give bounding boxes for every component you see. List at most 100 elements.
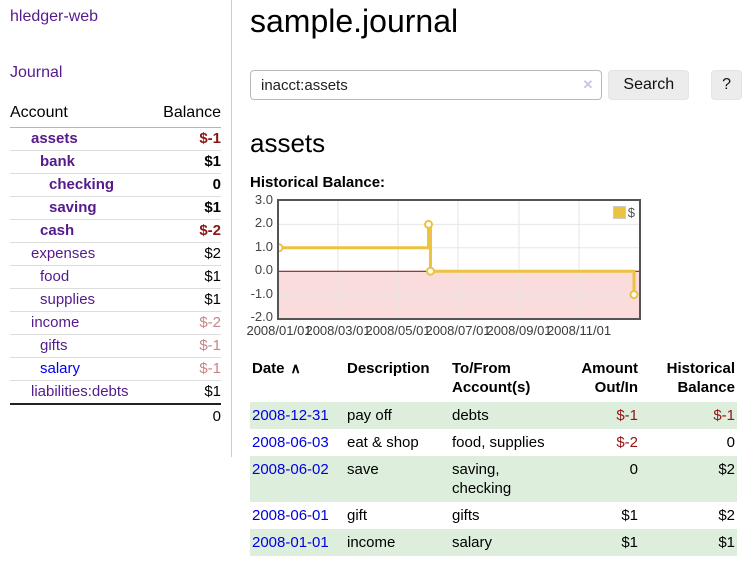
y-axis-tick-label: -2.0: [250, 309, 273, 324]
account-title: assets: [250, 128, 326, 158]
transaction-date-cell: 2008-01-01: [250, 529, 345, 556]
historical-balance-chart: $ 3.0 2.0 1.0 0.0 -1.0 -2.0 2008/01/01 2008/03/…: [246, 193, 742, 341]
account-link[interactable]: saving: [49, 199, 97, 216]
y-axis-tick-label: -1.0: [250, 285, 273, 301]
account-link[interactable]: income: [31, 314, 80, 331]
transaction-date-cell: 2008-06-03: [250, 429, 345, 456]
x-axis-tick-label: 2008/07/01: [425, 323, 491, 338]
transaction-date-link[interactable]: 2008-06-02: [252, 461, 329, 478]
account-link[interactable]: salary: [40, 360, 81, 377]
accounts-total-value: 0: [212, 408, 221, 425]
account-balance: $-1: [199, 337, 221, 354]
account-row: saving $1: [10, 197, 221, 220]
chart-plot: $: [277, 199, 641, 320]
account-balance: $-2: [199, 314, 221, 331]
account-balance: 0: [212, 176, 221, 193]
account-balance: $-2: [199, 222, 221, 239]
register-row: 2008-06-02 save saving, checking 0 $2: [250, 456, 737, 502]
search-input-wrapper: ✕: [250, 70, 603, 100]
account-row: bank $1: [10, 151, 221, 174]
y-axis-tick-label: 0.0: [254, 262, 273, 278]
chart-title: Historical Balance:: [250, 174, 386, 191]
transaction-date-link[interactable]: 2008-06-01: [252, 507, 329, 524]
transaction-date-cell: 2008-06-02: [250, 456, 345, 502]
account-row: liabilities:debts $1: [10, 381, 221, 403]
transaction-date-cell: 2008-12-31: [250, 402, 345, 429]
transaction-date-link[interactable]: 2008-06-03: [252, 434, 329, 451]
register-row: 2008-01-01 income salary $1 $1: [250, 529, 737, 556]
accounts-column-header: To/From Account(s): [452, 360, 531, 396]
account-link[interactable]: expenses: [31, 245, 96, 262]
legend-label: $: [627, 205, 635, 220]
account-link[interactable]: gifts: [40, 337, 68, 354]
sidebar: hledger-web Journal Account Balance asse…: [0, 0, 232, 457]
legend-swatch: [612, 206, 626, 219]
clear-search-icon[interactable]: ✕: [582, 77, 594, 92]
account-link[interactable]: bank: [40, 153, 76, 170]
balance-column-header: Balance: [163, 104, 221, 121]
account-balance: $2: [204, 245, 221, 262]
accounts-column-header: Account: [10, 104, 68, 121]
account-link[interactable]: cash: [40, 222, 75, 239]
account-link[interactable]: liabilities:debts: [31, 383, 129, 400]
y-axis-tick-label: 1.0: [254, 238, 273, 254]
sidebar-item-journal[interactable]: Journal: [10, 64, 63, 81]
account-balance: $1: [204, 199, 221, 216]
transaction-date-link[interactable]: 2008-01-01: [252, 534, 329, 551]
x-axis-tick-label: 2008/05/01: [365, 323, 431, 338]
register-table: Date ∧ Description To/From Account(s) Amo…: [250, 357, 737, 556]
description-column-header: Description: [347, 360, 430, 377]
account-row: salary $-1: [10, 358, 221, 381]
sort-ascending-icon: ∧: [290, 360, 301, 376]
main-content: sample.journal ✕ Search ? assets Histori…: [246, 0, 742, 556]
account-link[interactable]: assets: [31, 130, 78, 147]
transaction-amount-cell: 0: [565, 456, 640, 502]
accounts-table: Account Balance assets $-1 bank $1 checking 0…: [10, 102, 221, 428]
x-axis-tick-label: 2008/11/01: [546, 323, 612, 338]
transaction-balance-cell: 0: [726, 434, 735, 451]
account-balance: $1: [204, 268, 221, 285]
account-balance: $-1: [199, 130, 221, 147]
x-axis-tick-label: 2008/03/01: [305, 323, 371, 338]
transaction-amount-cell: $-1: [565, 402, 640, 429]
account-row: checking 0: [10, 174, 221, 197]
register-row: 2008-06-01 gift gifts $1 $2: [250, 502, 737, 529]
page-title: sample.journal: [250, 3, 459, 39]
register-header-row: Date ∧ Description To/From Account(s) Amo…: [250, 357, 737, 402]
accounts-table-header: Account Balance: [10, 102, 221, 128]
search-input[interactable]: [250, 70, 603, 100]
account-row: expenses $2: [10, 243, 221, 266]
transaction-date-cell: 2008-06-01: [250, 502, 345, 529]
transaction-accounts-cell: debts: [450, 402, 565, 429]
transaction-accounts-cell: salary: [450, 529, 565, 556]
account-row: assets $-1: [10, 128, 221, 151]
account-row: food $1: [10, 266, 221, 289]
account-link[interactable]: food: [40, 268, 70, 285]
help-button[interactable]: ?: [711, 70, 742, 100]
balance-column-header: Historical Balance: [666, 360, 735, 396]
register-row: 2008-12-31 pay off debts $-1 $-1: [250, 402, 737, 429]
register-row: 2008-06-03 eat & shop food, supplies $-2 0: [250, 429, 737, 456]
accounts-rows: assets $-1 bank $1 checking 0 saving $1 cash $-2 e…: [10, 128, 221, 403]
amount-column-header: Amount Out/In: [581, 360, 638, 396]
transaction-date-link[interactable]: 2008-12-31: [252, 407, 329, 424]
y-axis-tick-label: 3.0: [254, 192, 273, 207]
account-row: supplies $1: [10, 289, 221, 312]
transaction-description-cell: income: [345, 529, 450, 556]
search-button[interactable]: Search: [608, 70, 690, 100]
transaction-balance-cell: $-1: [640, 402, 737, 429]
transaction-balance-cell: $2: [718, 507, 735, 524]
search-form: ✕ Search ?: [250, 70, 742, 100]
transaction-description-cell: pay off: [345, 402, 450, 429]
account-balance: $1: [204, 383, 221, 400]
account-link[interactable]: supplies: [40, 291, 96, 308]
account-link[interactable]: checking: [49, 176, 115, 193]
transaction-amount-cell: $1: [621, 507, 638, 524]
account-row: gifts $-1: [10, 335, 221, 358]
account-balance: $-1: [199, 360, 221, 377]
app-brand-link[interactable]: hledger-web: [10, 8, 99, 25]
date-column-header[interactable]: Date ∧: [252, 360, 301, 377]
transaction-amount-cell: $1: [565, 529, 640, 556]
transaction-accounts-cell: saving, checking: [450, 456, 565, 502]
account-row: income $-2: [10, 312, 221, 335]
